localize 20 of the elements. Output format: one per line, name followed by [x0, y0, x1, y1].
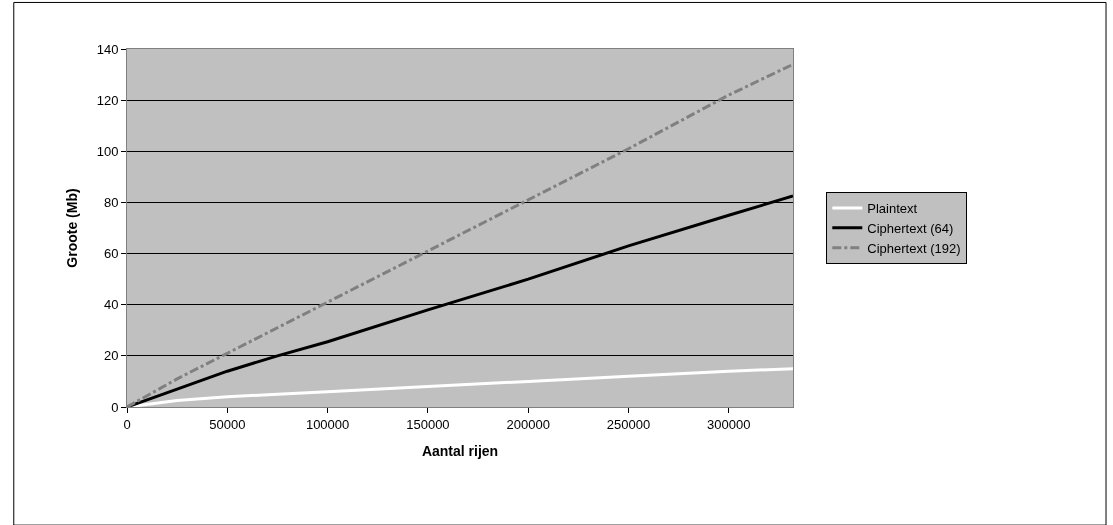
y-tick-label: 100 — [96, 143, 119, 159]
x-tick-label: 250000 — [606, 416, 651, 432]
y-tick-label: 120 — [96, 92, 119, 108]
x-tick-label: 50000 — [209, 416, 246, 432]
y-tick-label: 60 — [103, 246, 119, 262]
y-axis-title: Groote (Mb) — [64, 188, 81, 268]
y-tick-label: 80 — [103, 194, 119, 210]
y-tick-label: 20 — [103, 348, 119, 364]
legend-label: Ciphertext (64) — [867, 220, 954, 236]
y-tick-label: 40 — [103, 297, 119, 313]
x-tick-label: 0 — [123, 416, 131, 432]
x-tick-label: 300000 — [707, 416, 751, 432]
y-tick-label: 140 — [96, 41, 119, 57]
x-axis-title: Aantal rijen — [421, 442, 499, 459]
legend-label: Ciphertext (192) — [867, 240, 961, 256]
x-tick-label: 150000 — [406, 416, 450, 432]
legend-label: Plaintext — [867, 201, 918, 217]
x-tick-label: 200000 — [506, 416, 550, 432]
x-tick-label: 100000 — [305, 416, 350, 432]
y-tick-label: 0 — [111, 399, 119, 415]
